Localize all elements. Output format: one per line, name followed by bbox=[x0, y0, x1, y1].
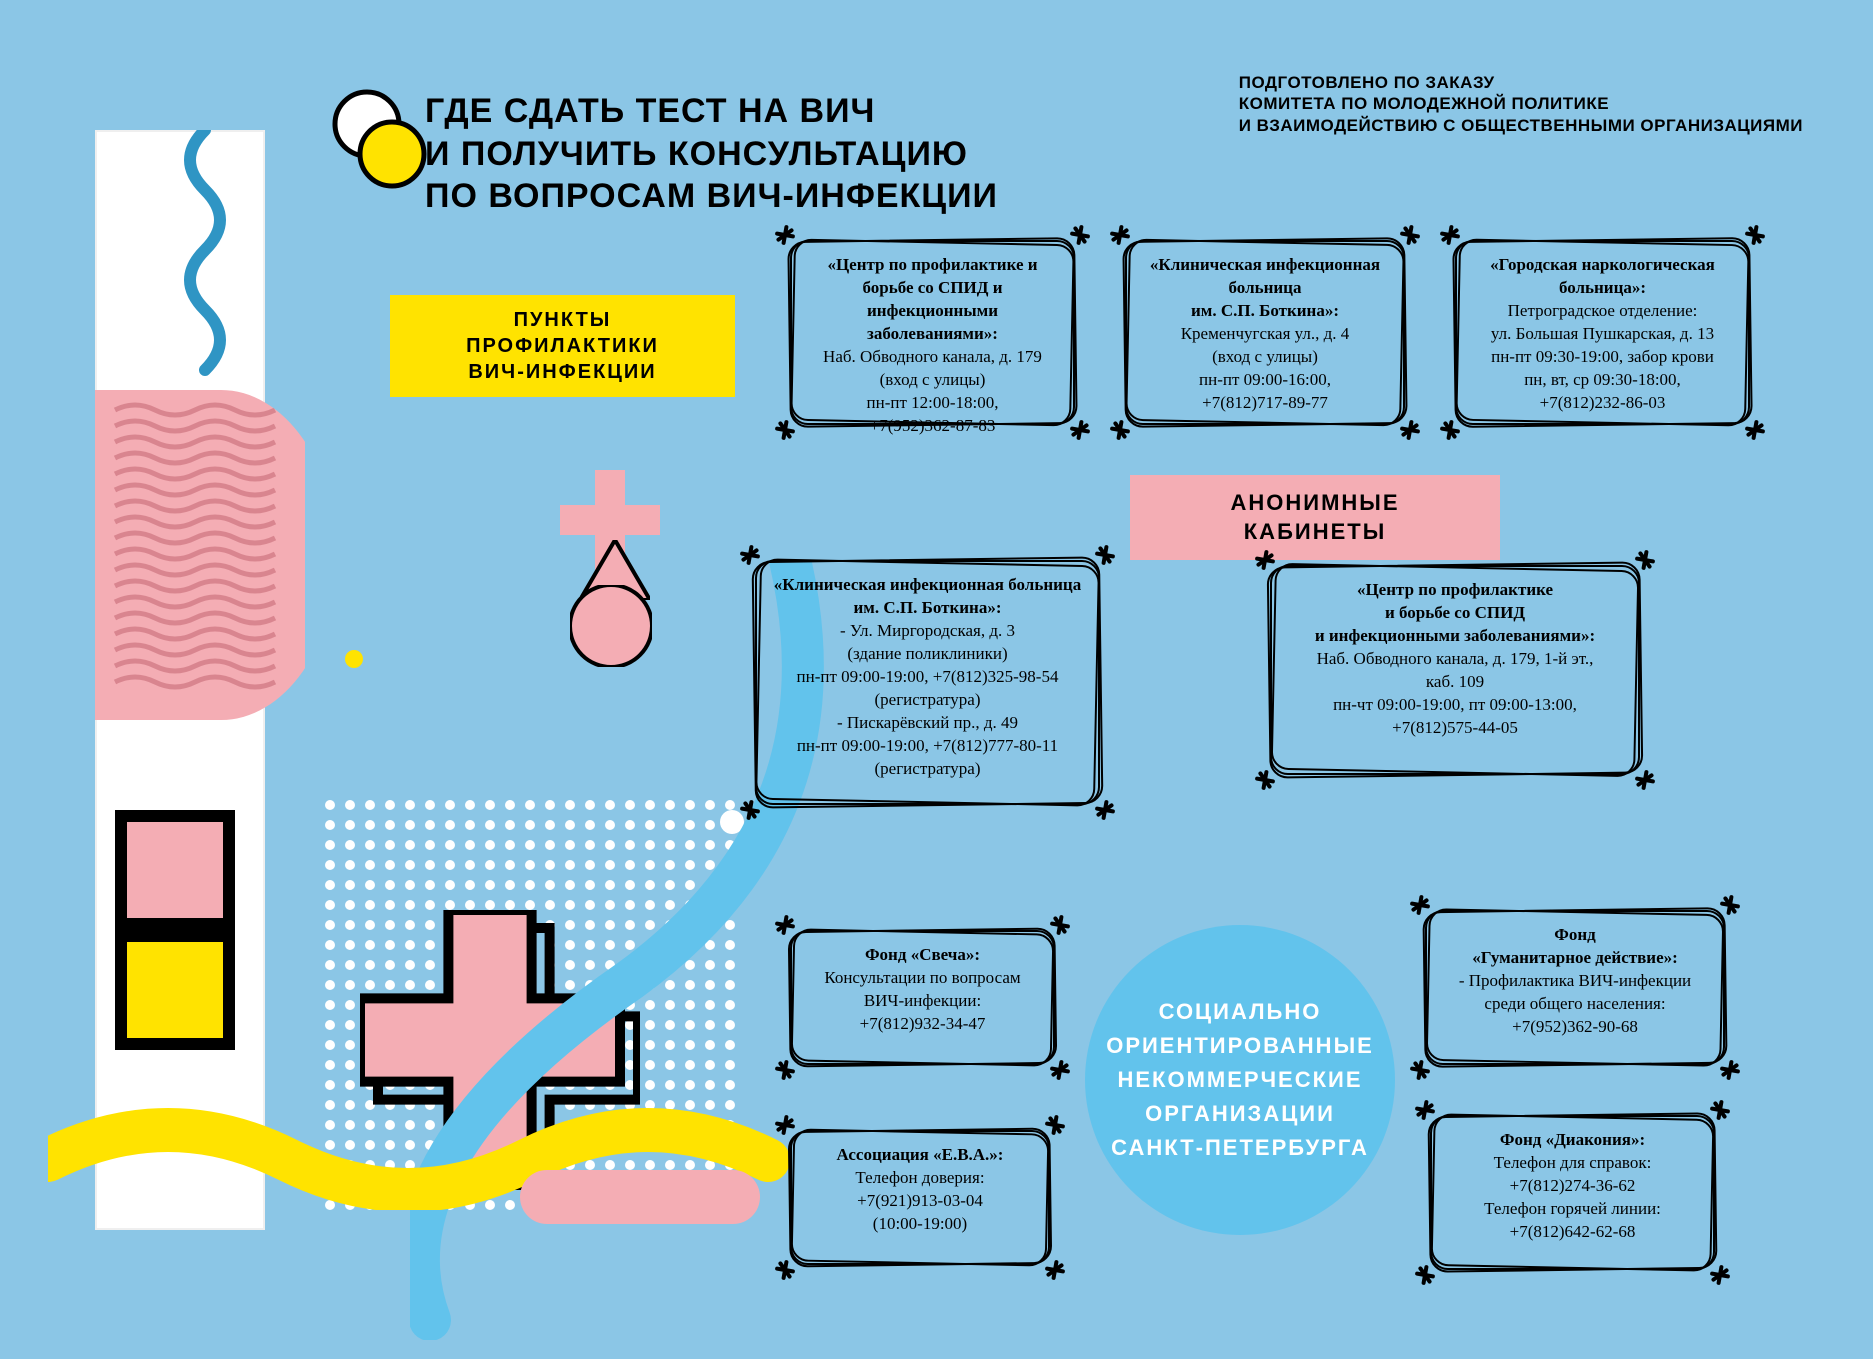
card-prevention-1: «Клиническая инфекционная больницаим. С.… bbox=[1125, 240, 1405, 425]
card-anonymous-0: «Клиническая инфекционная больница им. С… bbox=[755, 560, 1100, 805]
pink-square-icon bbox=[115, 810, 235, 930]
card-ngo-0: Фонд «Свеча»:Консультации по вопросамВИЧ… bbox=[790, 930, 1055, 1065]
blue-squiggle-icon bbox=[165, 130, 245, 390]
section-label-anonymous: АНОНИМНЫЕ КАБИНЕТЫ bbox=[1130, 475, 1500, 560]
card-ngo-3: Фонд «Диакония»:Телефон для справок:+7(8… bbox=[1430, 1115, 1715, 1270]
card-ngo-1: Фонд«Гуманитарное действие»:- Профилакти… bbox=[1425, 910, 1725, 1065]
card-prevention-2: «Городская наркологическая больница»:Пет… bbox=[1455, 240, 1750, 425]
infographic-poster: ПОДГОТОВЛЕНО ПО ЗАКАЗУКОМИТЕТА ПО МОЛОДЕ… bbox=[0, 0, 1873, 1359]
yellow-square-icon bbox=[115, 930, 235, 1050]
card-anonymous-1: «Центр по профилактикеи борьбе со СПИДи … bbox=[1270, 565, 1640, 775]
credit-text: ПОДГОТОВЛЕНО ПО ЗАКАЗУКОМИТЕТА ПО МОЛОДЕ… bbox=[1239, 72, 1803, 136]
pink-pill-icon bbox=[520, 1170, 760, 1224]
yellow-dot-icon bbox=[345, 650, 363, 668]
card-prevention-0: «Центр по профилактике и борьбе со СПИД … bbox=[790, 240, 1075, 425]
section-label-ngo: СОЦИАЛЬНООРИЕНТИРОВАННЫЕНЕКОММЕРЧЕСКИЕОР… bbox=[1085, 925, 1395, 1235]
section-label-prevention: ПУНКТЫ ПРОФИЛАКТИКИВИЧ-ИНФЕКЦИИ bbox=[390, 295, 735, 397]
card-ngo-2: Ассоциация «Е.В.А.»:Телефон доверия:+7(9… bbox=[790, 1130, 1050, 1265]
brain-blob-icon bbox=[95, 390, 305, 720]
main-title: ГДЕ СДАТЬ ТЕСТ НА ВИЧИ ПОЛУЧИТЬ КОНСУЛЬТ… bbox=[425, 90, 998, 218]
